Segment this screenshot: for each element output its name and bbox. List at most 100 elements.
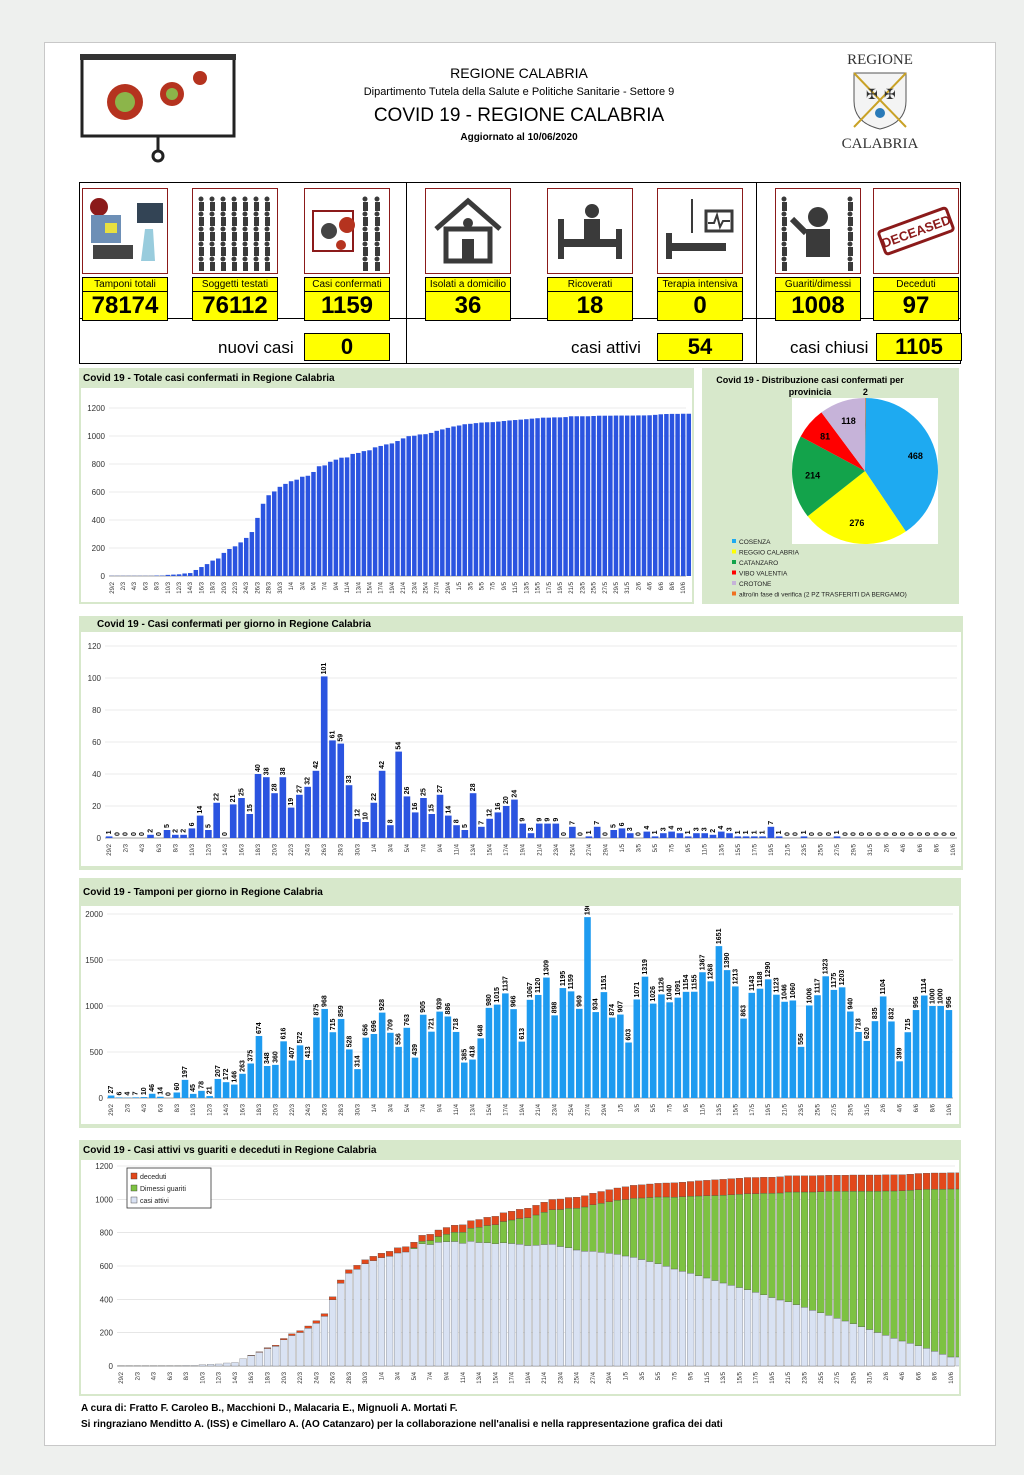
data-label: 4 — [718, 826, 725, 830]
bar — [613, 415, 619, 576]
bar — [320, 676, 328, 838]
bar — [904, 1032, 912, 1098]
active-bar — [272, 1346, 280, 1367]
deceased-bar — [508, 1211, 516, 1221]
active-bar — [394, 1252, 402, 1367]
y-tick-label: 2000 — [85, 910, 103, 919]
y-tick-label: 400 — [92, 516, 106, 525]
recovered-bar — [898, 1190, 906, 1342]
recovered-bar — [621, 1199, 630, 1257]
x-tick-label: 10/6 — [951, 843, 957, 855]
bar — [668, 831, 675, 838]
x-tick-label: 16/3 — [241, 1103, 247, 1115]
card-value: 18 — [547, 292, 633, 321]
slice-label: 81 — [820, 432, 830, 442]
bar — [641, 976, 649, 1098]
active-bar — [906, 1343, 914, 1367]
x-tick-label: 11/4 — [454, 1103, 460, 1115]
active-bar — [630, 1257, 638, 1367]
person-glyph — [782, 217, 787, 226]
recovered-bar — [564, 1208, 573, 1248]
recovered-bar — [678, 1196, 687, 1272]
x-tick-label: 9/5 — [689, 1371, 695, 1380]
active-bar — [483, 1242, 491, 1367]
cumulative-chart: 0 200 400 600 800 1000 1200 29/2 2/3 4/3 6/3 8/3 10/… — [81, 388, 692, 602]
data-label: 620 — [864, 1027, 871, 1039]
bar — [305, 475, 311, 576]
active-bar — [866, 1329, 874, 1367]
x-tick-label: 11/5 — [513, 581, 519, 593]
person-glyph — [198, 196, 204, 202]
recovered-bar — [475, 1227, 483, 1243]
card-value: 97 — [873, 292, 959, 321]
data-label: 3 — [693, 827, 700, 831]
bar — [682, 991, 690, 1098]
x-tick-label: 23/4 — [412, 581, 418, 593]
person-glyph — [210, 217, 215, 226]
footer-credits: A cura di: Fratto F. Caroleo B., Macchio… — [81, 1403, 458, 1414]
bar — [182, 573, 187, 576]
bar — [328, 461, 333, 576]
active-bar — [735, 1287, 743, 1367]
bar — [591, 415, 596, 576]
bar — [781, 1001, 788, 1098]
active-bar — [369, 1260, 377, 1367]
bar — [759, 836, 766, 838]
data-label: 966 — [511, 995, 518, 1007]
active-bar — [215, 1363, 223, 1367]
data-label: 61 — [329, 731, 336, 739]
intensive-care-icon — [657, 188, 743, 274]
active-bar — [564, 1247, 573, 1367]
data-label: 21 — [230, 795, 237, 803]
person-glyph — [265, 262, 270, 271]
x-tick-label: 4/6 — [898, 1103, 904, 1112]
bar — [469, 1059, 476, 1098]
x-tick-label: 30/3 — [278, 581, 284, 593]
person-glyph — [220, 241, 226, 247]
data-label: 1006 — [806, 988, 813, 1004]
legend-label: COSENZA — [739, 539, 771, 546]
bar — [633, 999, 641, 1098]
data-label: 25 — [420, 788, 427, 796]
x-tick-label: 13/5 — [717, 1103, 723, 1115]
bar — [675, 413, 680, 576]
bar — [452, 1031, 460, 1098]
person-glyph — [781, 211, 787, 217]
person-glyph — [362, 211, 368, 217]
person-glyph — [221, 202, 226, 211]
data-label: 32 — [305, 777, 312, 785]
data-label: 8 — [454, 819, 461, 823]
bar — [511, 799, 518, 838]
person-glyph — [243, 247, 248, 256]
x-tick-label: 16/3 — [249, 1371, 255, 1383]
bar — [585, 416, 591, 576]
data-label: 3 — [660, 827, 667, 831]
bar — [726, 833, 733, 838]
x-tick-label: 5/4 — [412, 1371, 418, 1380]
bar — [229, 804, 237, 838]
data-label: 15 — [429, 804, 436, 812]
y-tick-label: 100 — [88, 674, 102, 683]
deceased-bar — [394, 1247, 402, 1254]
data-label: 1091 — [675, 980, 682, 996]
bar — [254, 774, 262, 838]
deceased-bar — [597, 1191, 605, 1204]
x-tick-label: 1/4 — [372, 843, 378, 852]
data-label: 1060 — [790, 983, 797, 999]
data-label: 207 — [215, 1065, 222, 1077]
active-bar — [434, 1242, 442, 1367]
recovered-bar — [654, 1196, 662, 1264]
data-label: 10 — [141, 1087, 148, 1095]
person-glyph — [210, 202, 215, 211]
data-label: 26 — [404, 787, 411, 795]
x-tick-label: 21/5 — [785, 843, 791, 855]
x-tick-label: 17/4 — [510, 1371, 516, 1383]
bar — [833, 836, 841, 838]
bar — [502, 993, 509, 1098]
active-bar — [573, 1249, 581, 1367]
deceased-bar — [711, 1179, 719, 1196]
data-label: 7 — [569, 821, 576, 825]
data-label: 407 — [289, 1047, 296, 1059]
y-tick-label: 0 — [101, 572, 106, 581]
deceased-bar — [866, 1174, 874, 1192]
